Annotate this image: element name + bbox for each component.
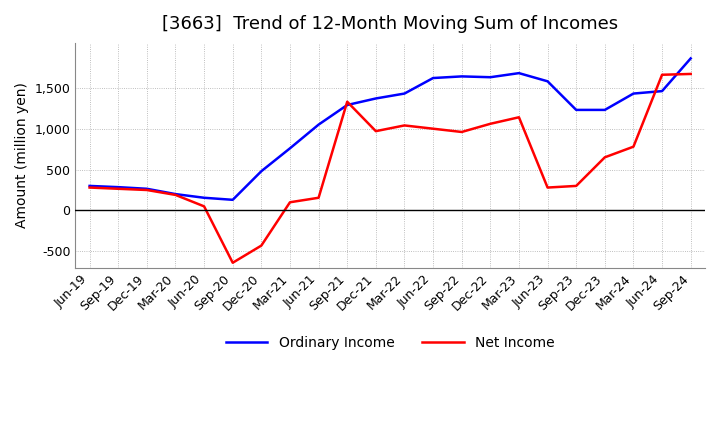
Net Income: [600, 155, 609, 160]
Net Income: [658, 72, 667, 77]
Ordinary Income: [114, 184, 122, 190]
Ordinary Income: [486, 74, 495, 80]
Line: Ordinary Income: Ordinary Income: [89, 59, 690, 200]
Net Income: [686, 71, 695, 77]
Ordinary Income: [257, 169, 266, 174]
Net Income: [199, 204, 208, 209]
Ordinary Income: [457, 74, 466, 79]
Legend: Ordinary Income, Net Income: Ordinary Income, Net Income: [220, 330, 560, 355]
Net Income: [286, 200, 294, 205]
Ordinary Income: [286, 146, 294, 151]
Ordinary Income: [143, 186, 151, 191]
Net Income: [343, 99, 351, 104]
Net Income: [429, 126, 438, 132]
Net Income: [515, 115, 523, 120]
Title: [3663]  Trend of 12-Month Moving Sum of Incomes: [3663] Trend of 12-Month Moving Sum of I…: [162, 15, 618, 33]
Ordinary Income: [372, 96, 380, 101]
Ordinary Income: [228, 197, 237, 202]
Ordinary Income: [544, 79, 552, 84]
Net Income: [114, 186, 122, 191]
Ordinary Income: [658, 88, 667, 94]
Net Income: [457, 129, 466, 135]
Ordinary Income: [85, 183, 94, 189]
Ordinary Income: [429, 75, 438, 81]
Net Income: [314, 195, 323, 200]
Net Income: [486, 121, 495, 126]
Ordinary Income: [629, 91, 638, 96]
Net Income: [544, 185, 552, 190]
Ordinary Income: [199, 195, 208, 200]
Ordinary Income: [600, 107, 609, 113]
Line: Net Income: Net Income: [89, 74, 690, 263]
Net Income: [572, 183, 580, 189]
Net Income: [228, 260, 237, 265]
Ordinary Income: [400, 91, 409, 96]
Ordinary Income: [686, 56, 695, 61]
Ordinary Income: [572, 107, 580, 113]
Net Income: [629, 144, 638, 149]
Net Income: [400, 123, 409, 128]
Ordinary Income: [343, 103, 351, 108]
Ordinary Income: [171, 191, 180, 197]
Net Income: [171, 192, 180, 198]
Ordinary Income: [314, 122, 323, 127]
Y-axis label: Amount (million yen): Amount (million yen): [15, 82, 29, 228]
Ordinary Income: [515, 70, 523, 76]
Net Income: [143, 187, 151, 193]
Net Income: [257, 243, 266, 248]
Net Income: [85, 185, 94, 190]
Net Income: [372, 128, 380, 134]
